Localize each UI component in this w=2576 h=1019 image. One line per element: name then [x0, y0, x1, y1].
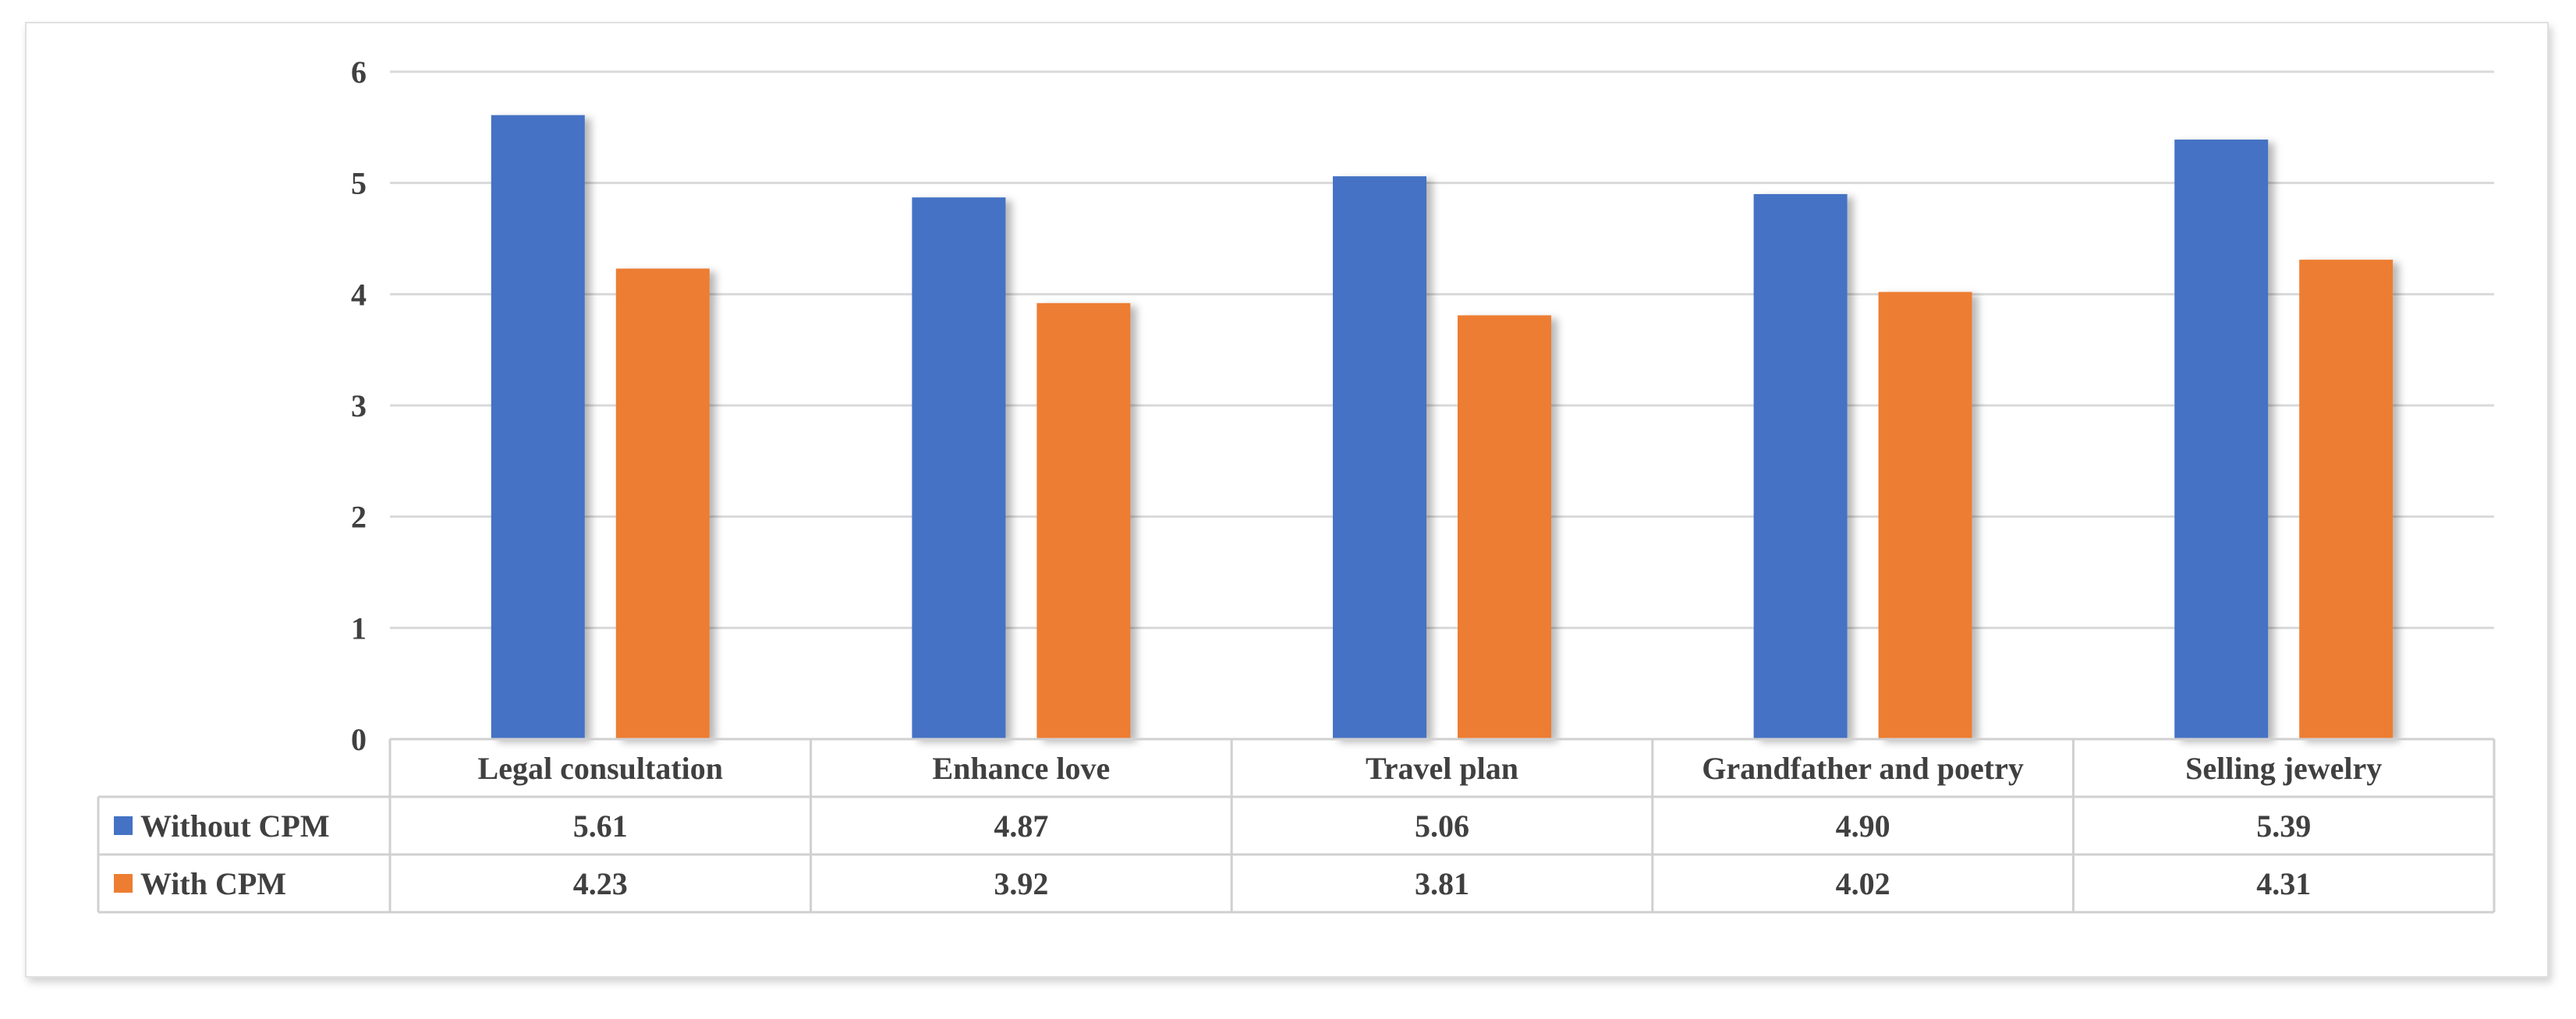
bar-with-cpm	[1878, 292, 1972, 740]
bar-with-cpm	[2299, 260, 2394, 739]
gridlines	[390, 70, 2494, 629]
y-tick-label: 2	[351, 500, 367, 535]
x-category-label: Travel plan	[1366, 751, 1518, 786]
bar-without-cpm	[1753, 193, 1848, 739]
data-label: 5.06	[1415, 808, 1469, 844]
data-label: 4.23	[573, 866, 628, 901]
y-tick-label: 4	[351, 277, 367, 312]
bar-with-cpm	[1036, 303, 1131, 739]
data-label: 3.92	[994, 866, 1048, 901]
bars	[491, 115, 2394, 740]
bar-without-cpm	[1333, 176, 1426, 739]
data-label: 4.90	[1836, 808, 1890, 844]
legend-swatch	[114, 816, 133, 835]
x-category-label: Grandfather and poetry	[1702, 751, 2024, 786]
chart-card: 0 1 2 3 4 5 6 Legal consultation Enhance love Tr…	[25, 22, 2549, 978]
bar-with-cpm	[1458, 315, 1551, 739]
y-tick-label: 1	[351, 610, 367, 646]
y-tick-label: 6	[351, 55, 367, 90]
legend-swatch	[114, 874, 133, 893]
x-category-label: Enhance love	[933, 751, 1111, 786]
data-label: 5.39	[2256, 808, 2311, 844]
bar-with-cpm	[615, 268, 710, 739]
data-label: 5.61	[573, 808, 628, 844]
data-label: 4.87	[994, 808, 1048, 844]
y-tick-label: 5	[351, 166, 367, 201]
legend-label: With CPM	[140, 866, 286, 901]
y-axis-ticks: 0 1 2 3 4 5 6	[351, 55, 367, 757]
data-label: 4.02	[1836, 866, 1890, 901]
bar-chart: 0 1 2 3 4 5 6 Legal consultation Enhance love Tr…	[97, 55, 2496, 914]
y-tick-label: 0	[351, 722, 367, 757]
bar-without-cpm	[491, 115, 585, 739]
x-category-label: Legal consultation	[478, 751, 723, 786]
bar-without-cpm	[2174, 140, 2269, 739]
y-tick-label: 3	[351, 388, 367, 423]
bar-without-cpm	[912, 197, 1006, 740]
legend-label: Without CPM	[140, 808, 330, 844]
data-label: 3.81	[1415, 866, 1469, 901]
x-category-label: Selling jewelry	[2185, 751, 2382, 786]
data-label: 4.31	[2256, 866, 2311, 901]
data-table: Legal consultation Enhance love Travel pla…	[97, 738, 2496, 914]
